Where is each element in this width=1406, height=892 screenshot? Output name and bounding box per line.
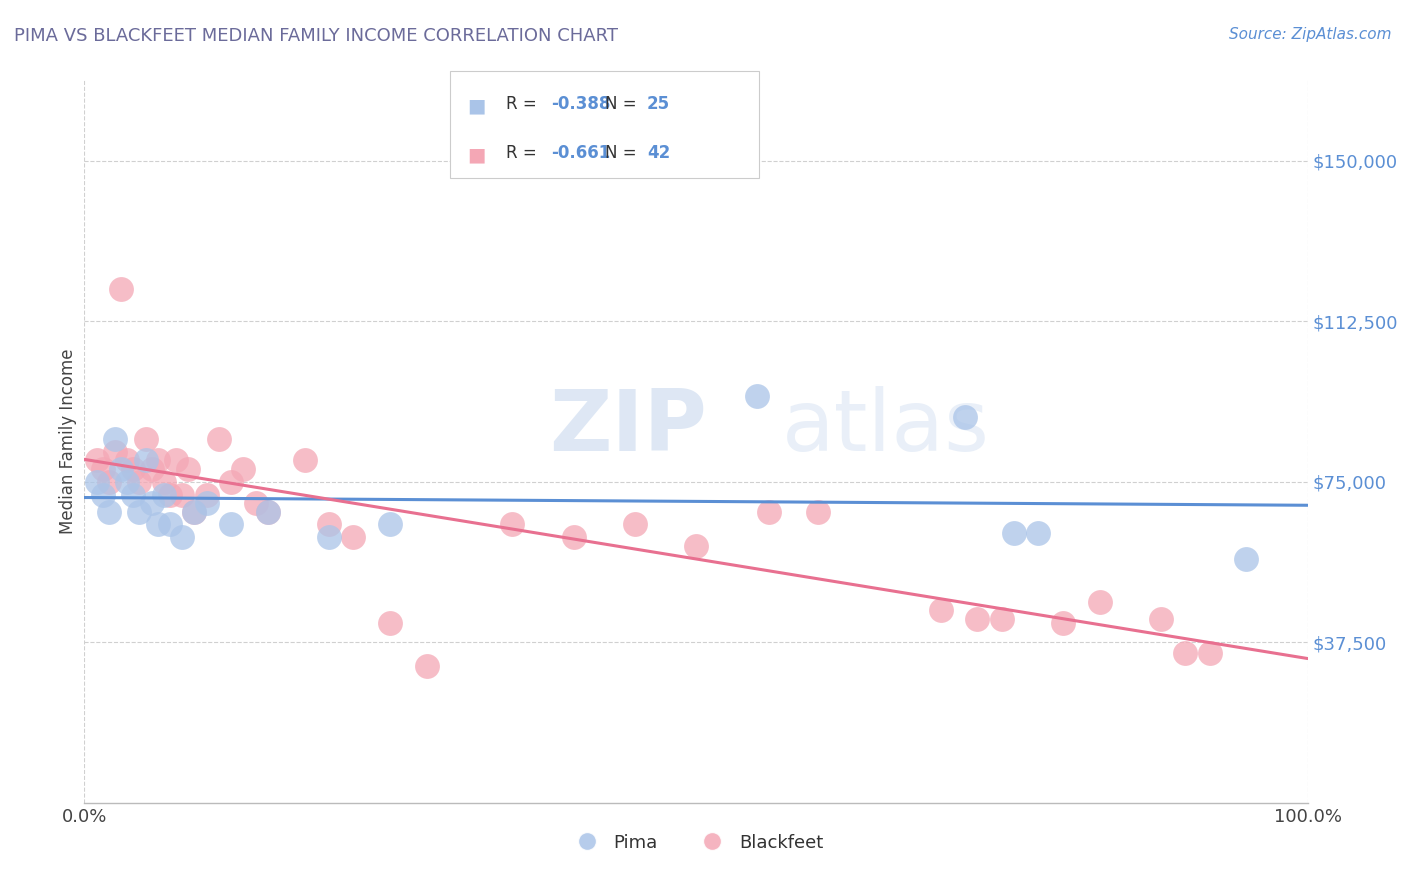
Point [141, 496, 163, 510]
Point [562, 530, 585, 544]
Point [141, 462, 163, 476]
Text: N =: N = [605, 95, 641, 112]
Point [380, 517, 402, 532]
Point [502, 517, 524, 532]
Point [416, 658, 439, 673]
Text: -0.661: -0.661 [551, 144, 610, 161]
Text: 42: 42 [647, 144, 671, 161]
Point [146, 453, 169, 467]
Point [97, 505, 120, 519]
Point [115, 475, 138, 489]
Point [128, 475, 150, 489]
Point [195, 496, 218, 510]
Point [122, 462, 145, 476]
Text: R =: R = [506, 95, 543, 112]
Point [1088, 594, 1111, 608]
Point [953, 410, 976, 425]
Point [380, 615, 402, 630]
Point [1174, 646, 1197, 660]
Point [153, 487, 176, 501]
Text: -0.388: -0.388 [551, 95, 610, 112]
Point [1002, 526, 1025, 541]
Point [1028, 526, 1050, 541]
Text: N =: N = [605, 144, 641, 161]
Point [122, 487, 145, 501]
Point [86, 453, 108, 467]
Point [1198, 646, 1220, 660]
Point [146, 517, 169, 532]
Point [1236, 551, 1258, 566]
Text: ■: ■ [467, 145, 485, 164]
Point [104, 432, 127, 446]
Point [110, 282, 132, 296]
Point [232, 462, 254, 476]
Point [318, 530, 340, 544]
Point [318, 517, 340, 532]
Text: ZIP: ZIP [550, 385, 707, 468]
Legend: Pima, Blackfeet: Pima, Blackfeet [561, 826, 831, 859]
Point [110, 462, 132, 476]
Point [97, 475, 120, 489]
Point [159, 517, 181, 532]
Point [86, 475, 108, 489]
Point [208, 432, 231, 446]
Point [685, 539, 707, 553]
Point [115, 453, 138, 467]
Y-axis label: Median Family Income: Median Family Income [59, 349, 77, 534]
Point [747, 389, 769, 403]
Point [257, 505, 280, 519]
Point [257, 505, 280, 519]
Point [219, 475, 242, 489]
Point [1052, 615, 1074, 630]
Text: 25: 25 [647, 95, 669, 112]
Point [219, 517, 242, 532]
Point [807, 505, 830, 519]
Text: atlas: atlas [782, 385, 990, 468]
Point [91, 462, 114, 476]
Text: Source: ZipAtlas.com: Source: ZipAtlas.com [1229, 27, 1392, 42]
Point [294, 453, 316, 467]
Point [153, 475, 176, 489]
Point [966, 612, 988, 626]
Point [91, 487, 114, 501]
Point [929, 603, 952, 617]
Point [165, 453, 187, 467]
Point [104, 444, 127, 458]
Point [342, 530, 364, 544]
Point [172, 530, 194, 544]
Point [624, 517, 647, 532]
Point [245, 496, 267, 510]
Point [183, 505, 205, 519]
Point [135, 432, 157, 446]
Point [758, 505, 780, 519]
Point [991, 612, 1014, 626]
Point [135, 453, 157, 467]
Point [172, 487, 194, 501]
Point [128, 505, 150, 519]
Text: PIMA VS BLACKFEET MEDIAN FAMILY INCOME CORRELATION CHART: PIMA VS BLACKFEET MEDIAN FAMILY INCOME C… [14, 27, 619, 45]
Point [177, 462, 200, 476]
Point [159, 487, 181, 501]
Point [1150, 612, 1173, 626]
Point [195, 487, 218, 501]
Text: ■: ■ [467, 96, 485, 115]
Text: R =: R = [506, 144, 543, 161]
Point [183, 505, 205, 519]
